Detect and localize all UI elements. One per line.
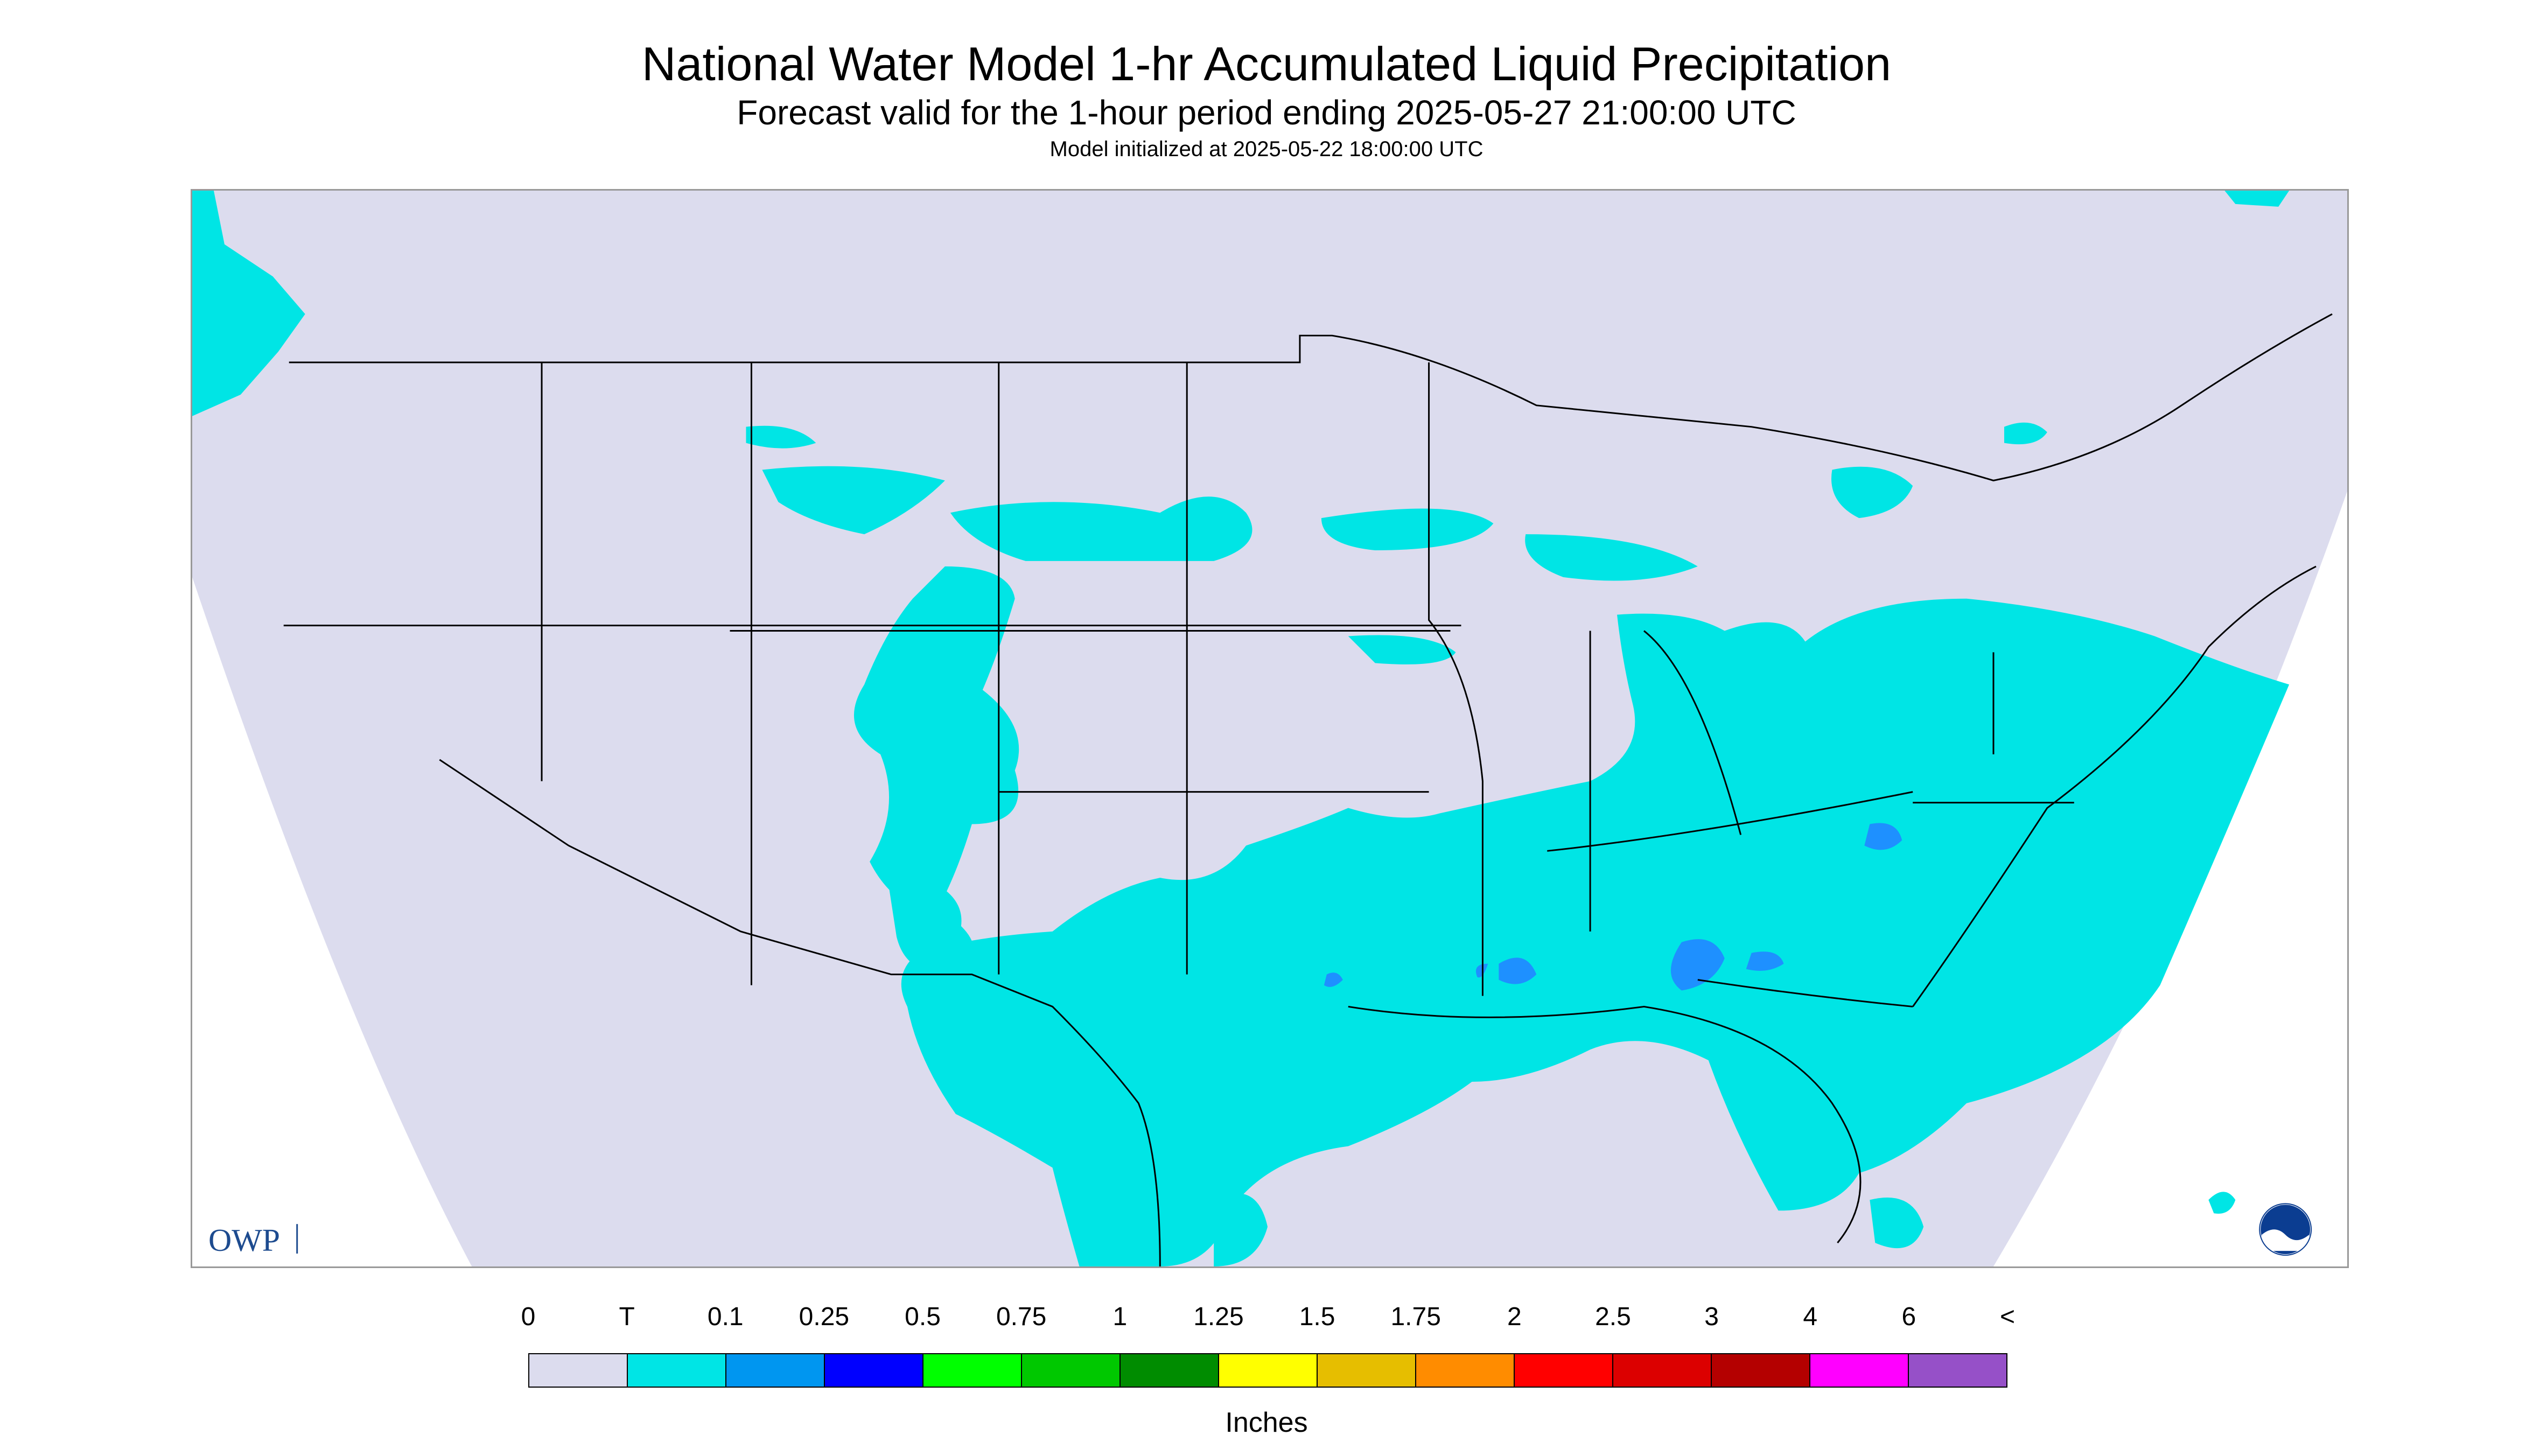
legend-tick-label: 3 bbox=[1704, 1303, 1719, 1331]
political-boundaries bbox=[283, 313, 2333, 1266]
outside-domain-east bbox=[1993, 491, 2347, 1266]
legend-swatch bbox=[1416, 1354, 1515, 1387]
legend-tick-label: 1.5 bbox=[1299, 1303, 1335, 1331]
legend-swatch bbox=[1022, 1354, 1121, 1387]
noaa-logo bbox=[2258, 1202, 2313, 1257]
map-subtitle: Forecast valid for the 1-hour period end… bbox=[737, 93, 1796, 132]
map-canvas: OWP bbox=[192, 191, 2347, 1266]
legend-tick-label: < bbox=[1999, 1303, 2016, 1331]
legend-tick-label: 0 bbox=[521, 1303, 536, 1331]
legend-tick-label: 1.25 bbox=[1193, 1303, 1244, 1331]
legend-swatch bbox=[1121, 1354, 1219, 1387]
legend-tick-label: 0.1 bbox=[707, 1303, 744, 1331]
precipitation-map: OWP bbox=[191, 189, 2349, 1268]
legend-swatch bbox=[1613, 1354, 1712, 1387]
owp-logo-text: OWP bbox=[208, 1222, 280, 1258]
map-title: National Water Model 1-hr Accumulated Li… bbox=[641, 37, 1892, 90]
legend-swatch bbox=[825, 1354, 923, 1387]
legend-swatch bbox=[726, 1354, 825, 1387]
legend-swatch bbox=[1712, 1354, 1810, 1387]
legend-tick-label: 0.5 bbox=[905, 1303, 941, 1331]
legend-swatch bbox=[1219, 1354, 1318, 1387]
legend-swatch bbox=[1515, 1354, 1613, 1387]
legend-tick-labels: 0 T 0.1 0.25 0.5 0.75 1 1.25 1.5 1.75 2 2.5 3 4 6 < bbox=[0, 1302, 2533, 1340]
precip-trace-areas bbox=[192, 191, 2290, 1266]
model-init-line: Model initialized at 2025-05-22 18:00:00… bbox=[1049, 137, 1484, 161]
legend-swatch bbox=[529, 1354, 628, 1387]
legend-swatch bbox=[1318, 1354, 1416, 1387]
legend-tick-label: 4 bbox=[1803, 1303, 1818, 1331]
legend-swatch bbox=[628, 1354, 726, 1387]
precip-0.1-areas bbox=[1324, 823, 1902, 991]
precip-color-scale bbox=[528, 1353, 2007, 1388]
legend-tick-label: 0.25 bbox=[799, 1303, 850, 1331]
legend-tick-label: 2 bbox=[1507, 1303, 1522, 1331]
legend-tick-label: 1 bbox=[1112, 1303, 1128, 1331]
legend-tick-label: 1.75 bbox=[1390, 1303, 1441, 1331]
legend-tick-label: 6 bbox=[1901, 1303, 1916, 1331]
legend-tick-label: 0.75 bbox=[996, 1303, 1047, 1331]
owp-logo: OWP bbox=[208, 1222, 298, 1258]
legend-unit-label: Inches bbox=[1225, 1407, 1308, 1438]
legend-tick-label: 2.5 bbox=[1595, 1303, 1631, 1331]
outside-domain-west bbox=[192, 577, 472, 1266]
legend-tick-label: T bbox=[619, 1303, 635, 1331]
legend-swatch bbox=[1810, 1354, 1909, 1387]
legend-swatch bbox=[923, 1354, 1022, 1387]
legend-swatch bbox=[1909, 1354, 2006, 1387]
